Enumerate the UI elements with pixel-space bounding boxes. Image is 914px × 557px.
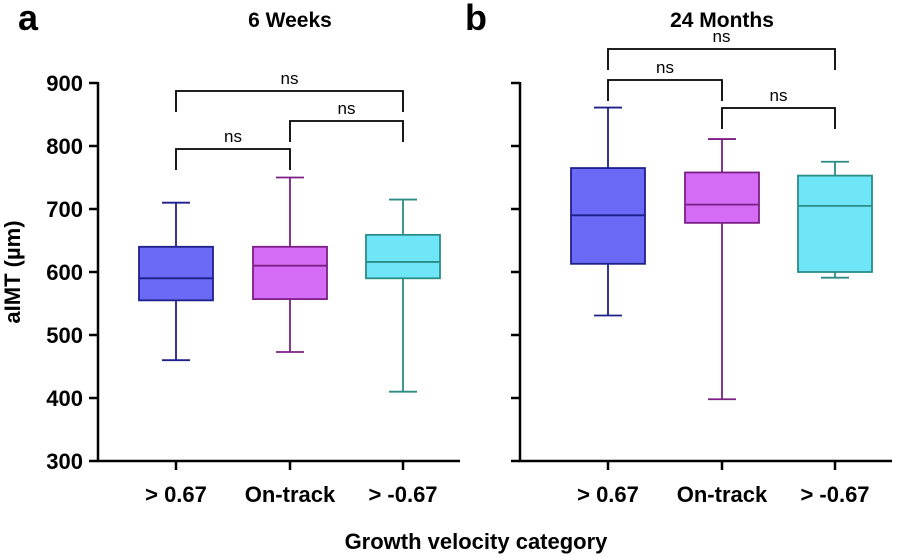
significance-bracket: ns [289,99,404,142]
significance-bracket: ns [175,127,291,170]
y-tick-label: 800 [46,134,83,159]
significance-bracket: ns [721,86,836,129]
significance-label: ns [338,99,356,118]
y-tick-label: 900 [46,71,83,96]
x-tick-label: > 0.67 [145,482,207,507]
box-2 [252,176,328,353]
significance-label: ns [713,27,731,46]
panel-letter: b [465,0,487,38]
iqr-box [797,174,873,273]
box-1 [138,201,214,362]
iqr-box [252,245,328,300]
x-axis-label: Growth velocity category [345,529,609,554]
panel-letter: a [18,0,39,38]
bracket-line [175,90,404,112]
y-tick-label: 700 [46,197,83,222]
y-tick-label: 300 [46,449,83,474]
panel-title: 6 Weeks [248,9,332,32]
significance-bracket: ns [175,69,404,112]
significance-bracket: ns [607,27,836,70]
iqr-box [365,233,441,280]
box-1 [570,106,646,317]
x-tick-label: On-track [677,482,768,507]
box-3 [797,160,873,279]
significance-label: ns [281,69,299,88]
iqr-box [684,171,760,224]
x-tick-label: > -0.67 [368,482,437,507]
y-tick-label: 600 [46,260,83,285]
panel-a: a 6 Weeks 300 400 500 600 700 800 900 > 0.67 On-tr… [18,0,460,507]
y-axis-label: aIMT (µm) [0,220,25,323]
significance-label: ns [656,58,674,77]
significance-label: ns [770,86,788,105]
panels: a 6 Weeks 300 400 500 600 700 800 900 > 0.67 On-tr… [18,0,892,507]
bracket-line [607,79,723,101]
box-3 [365,198,441,393]
x-tick-label: > -0.67 [800,482,869,507]
y-tick-label: 500 [46,323,83,348]
x-tick-label: On-track [245,482,336,507]
bracket-line [175,148,291,170]
y-tick-label: 400 [46,386,83,411]
bracket-line [607,48,836,70]
iqr-box [138,245,214,302]
significance-label: ns [224,127,242,146]
bracket-line [721,107,836,129]
panel-b: b 24 Months > 0.67 On-track > -0.67 ns ns ns [465,0,892,507]
significance-bracket: ns [607,58,723,101]
panel-title: 24 Months [670,9,774,32]
x-tick-label: > 0.67 [577,482,639,507]
bracket-line [289,120,404,142]
box-2 [684,138,760,401]
